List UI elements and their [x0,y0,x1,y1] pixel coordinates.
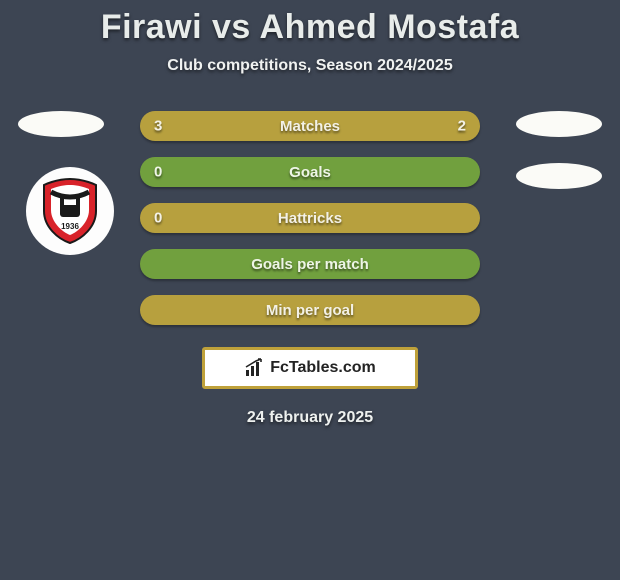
stat-label: Goals [289,164,331,181]
club-crest-icon: 1936 [34,175,106,247]
stat-row: Hattricks 0 [140,203,480,233]
bar-chart-icon [244,358,266,378]
stat-rows: Matches 3 2 Goals 0 Hattricks 0 Goals per match… [140,111,480,341]
stat-label: Min per goal [266,302,354,319]
player-right-oval-2 [516,163,602,189]
brand-text: FcTables.com [270,359,376,377]
stats-area: 1936 Matches 3 2 Goals 0 Hattricks 0 Goals per … [0,111,620,341]
comparison-card: Firawi vs Ahmed Mostafa Club competition… [0,0,620,580]
stat-label: Hattricks [278,210,342,227]
stat-label: Matches [280,118,340,135]
brand-box: FcTables.com [202,347,418,389]
stat-row: Min per goal [140,295,480,325]
stat-row: Goals 0 [140,157,480,187]
stat-row: Goals per match [140,249,480,279]
player-right-oval-1 [516,111,602,137]
svg-text:1936: 1936 [61,222,79,231]
stat-value-right: 2 [458,118,466,135]
player-left-oval [18,111,104,137]
stat-label: Goals per match [251,256,369,273]
stat-row: Matches 3 2 [140,111,480,141]
club-badge-left: 1936 [26,167,114,255]
stat-value-left: 0 [154,210,162,227]
stat-value-left: 0 [154,164,162,181]
page-title: Firawi vs Ahmed Mostafa [0,8,620,47]
subtitle: Club competitions, Season 2024/2025 [0,57,620,75]
date-text: 24 february 2025 [0,409,620,427]
stat-value-left: 3 [154,118,162,135]
